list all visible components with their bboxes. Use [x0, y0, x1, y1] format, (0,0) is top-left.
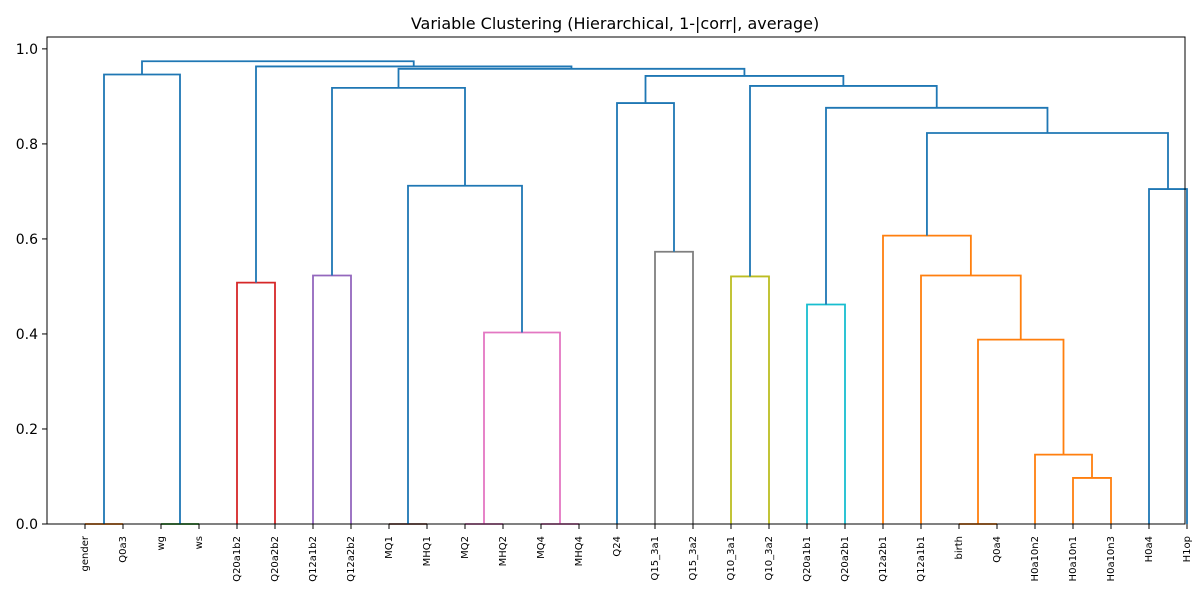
- x-tick-label-21: Q12a2b1: [878, 536, 889, 582]
- x-tick-label-2: wg: [156, 536, 167, 551]
- x-tick-label-3: ws: [194, 536, 205, 549]
- x-tick-label-24: Q0a4: [992, 536, 1003, 563]
- y-tick-label-3: 0.6: [16, 232, 38, 248]
- x-tick-label-12: MQ4: [536, 536, 547, 559]
- x-tick-label-28: H0a4: [1144, 536, 1155, 562]
- dendrogram-link-16: [882, 234, 972, 524]
- x-tick-label-19: Q20a1b1: [802, 536, 813, 582]
- dendrogram-link-18: [926, 132, 1169, 236]
- x-tick-label-7: Q12a2b2: [346, 536, 357, 582]
- dendrogram-link-7: [483, 331, 561, 524]
- dendrogram-link-21: [616, 102, 675, 524]
- x-tick-label-5: Q20a2b2: [270, 536, 281, 582]
- x-tick-label-26: H0a10n1: [1068, 536, 1079, 581]
- x-tick-label-29: H1op: [1182, 536, 1193, 562]
- x-tick-label-4: Q20a1b2: [232, 536, 243, 582]
- x-tick-label-27: H0a10n3: [1106, 536, 1117, 581]
- x-tick-label-9: MHQ1: [422, 536, 433, 566]
- x-tick-label-15: Q15_3a1: [650, 536, 661, 580]
- chart-title: Variable Clustering (Hierarchical, 1-|co…: [411, 14, 819, 33]
- x-tick-label-18: Q10_3a2: [764, 536, 775, 580]
- y-axis: 0.0 0.2 0.4 0.6 0.8 1.0: [16, 42, 47, 533]
- dendrogram-links: [85, 60, 1188, 525]
- dendrogram-link-26: [255, 65, 573, 283]
- x-tick-label-8: MQ1: [384, 536, 395, 559]
- y-tick-label-4: 0.8: [16, 137, 38, 153]
- y-tick-label-2: 0.4: [16, 327, 38, 343]
- x-tick-label-14: Q24: [612, 536, 623, 557]
- x-tick-label-6: Q12a1b2: [308, 536, 319, 582]
- dendrogram-link-20: [749, 85, 938, 277]
- dendrogram-link-14: [977, 338, 1065, 524]
- dendrogram-link-25: [397, 67, 746, 88]
- y-tick-label-1: 0.2: [16, 422, 38, 438]
- y-tick-label-5: 1.0: [16, 42, 38, 58]
- plot-frame: [46, 36, 1186, 525]
- dendrogram-link-28: [141, 60, 415, 75]
- x-tick-label-20: Q20a2b1: [840, 536, 851, 582]
- x-axis: gender Q0a3 wg ws Q20a1b2 Q20a2b2 Q12a1b2 Q12a2…: [80, 524, 1193, 582]
- x-tick-label-0: gender: [80, 535, 91, 571]
- x-tick-label-23: birth: [954, 536, 965, 560]
- x-tick-label-10: MQ2: [460, 536, 471, 559]
- dendrogram-link-10: [806, 303, 846, 524]
- x-tick-label-17: Q10_3a1: [726, 536, 737, 580]
- y-tick-label-0: 0.0: [16, 517, 38, 533]
- x-tick-label-16: Q15_3a2: [688, 536, 699, 580]
- x-tick-label-11: MHQ2: [498, 536, 509, 566]
- x-tick-label-25: H0a10n2: [1030, 536, 1041, 581]
- x-tick-label-1: Q0a3: [118, 536, 129, 563]
- dendrogram-link-24: [331, 86, 466, 276]
- x-tick-label-22: Q12a1b1: [916, 536, 927, 582]
- x-tick-label-13: MHQ4: [574, 536, 585, 566]
